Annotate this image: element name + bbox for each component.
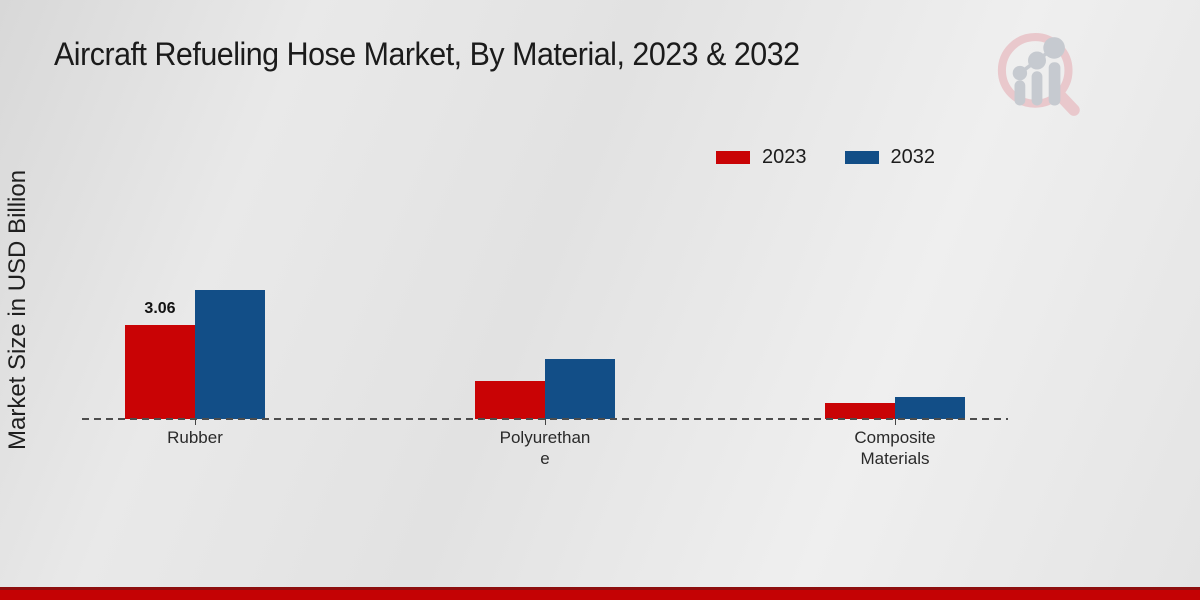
chart-title: Aircraft Refueling Hose Market, By Mater… [54, 36, 800, 72]
x-tick-rubber [195, 419, 196, 425]
legend-swatch-2023 [716, 151, 750, 164]
x-tick-polyurethane [545, 419, 546, 425]
bar-2023-polyurethane [475, 381, 545, 419]
x-tick-label-polyurethane: Polyurethan e [499, 428, 591, 468]
x-tick-label-rubber: Rubber [167, 428, 223, 447]
bar-2032-polyurethane [545, 359, 615, 419]
x-tick-composite-materials [895, 419, 896, 425]
bar-2023-rubber [125, 325, 195, 419]
footer-stripe [0, 587, 1200, 600]
legend-item-2032: 2032 [844, 146, 936, 169]
bar-2023-composite-materials [825, 403, 895, 419]
legend: 2023 2032 [716, 146, 935, 169]
legend-label-2023: 2023 [762, 146, 807, 168]
market-research-future-logo [997, 33, 1080, 116]
legend-item-2023: 2023 [716, 146, 807, 169]
x-tick-label-composite-materials: Composite Materials [854, 428, 936, 468]
bar-chart-glyph [1012, 37, 1065, 106]
legend-swatch-2032 [844, 151, 879, 164]
bar-2032-composite-materials [895, 397, 965, 419]
legend-label-2032: 2032 [890, 146, 936, 168]
bar-value-label-2023-rubber: 3.06 [144, 300, 176, 317]
bar-2032-rubber [195, 290, 265, 419]
